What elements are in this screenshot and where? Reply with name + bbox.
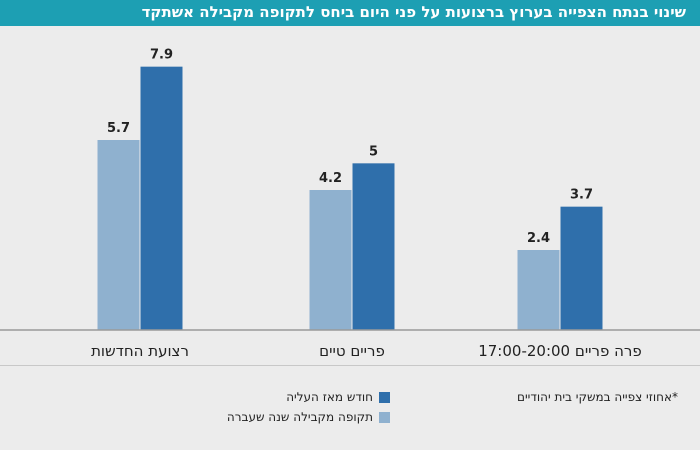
data-label-previous-1: 4.2	[319, 171, 342, 186]
bar-previous-2	[517, 250, 560, 330]
bar-previous-1	[309, 190, 352, 330]
legend-label-current: חודש מאז העליה	[286, 390, 373, 404]
data-label-current-0: 7.9	[150, 48, 173, 63]
bar-current-1	[352, 163, 395, 330]
bar-current-0	[140, 66, 183, 331]
data-label-previous-2: 2.4	[527, 231, 550, 246]
data-label-current-2: 3.7	[570, 188, 593, 203]
category-label-0: רצועת החדשות	[91, 342, 189, 360]
bar-current-2	[560, 206, 603, 330]
category-label-2: פרה פריים 17:00-20:00	[478, 342, 642, 360]
legend-item-previous: תקופה מקבילה שנה שעברה	[227, 410, 390, 424]
data-label-current-1: 5	[369, 144, 378, 159]
bar-previous-0	[97, 140, 140, 330]
title-bar: שינוי בנתח הצפייה בערוץ ברצועות על פני ה…	[0, 0, 700, 26]
category-label-1: פריים טיים	[319, 342, 385, 360]
footnote: *אחוזי צפייה במשקי בית יהודיים	[516, 390, 678, 404]
divider	[0, 365, 700, 366]
legend-swatch-previous	[379, 411, 390, 423]
legend-item-current: חודש מאז העליה	[286, 390, 390, 404]
legend-label-previous: תקופה מקבילה שנה שעברה	[226, 410, 373, 424]
legend-swatch-current	[379, 391, 390, 403]
chart-title: שינוי בנתח הצפייה בערוץ ברצועות על פני ה…	[141, 3, 686, 21]
data-label-previous-0: 5.7	[107, 121, 130, 136]
